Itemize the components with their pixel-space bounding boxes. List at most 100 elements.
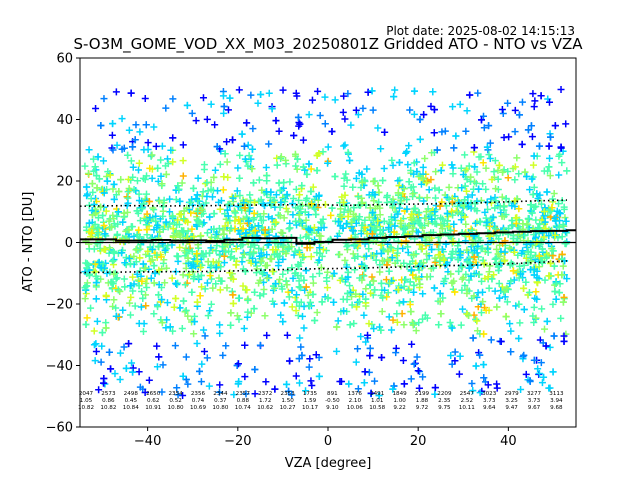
scatter-point xyxy=(445,222,453,230)
scatter-point xyxy=(380,165,388,173)
scatter-point xyxy=(100,95,108,103)
scatter-point xyxy=(143,283,151,291)
scatter-point xyxy=(309,183,317,191)
scatter-point xyxy=(480,374,488,382)
scatter-point xyxy=(357,230,365,238)
scatter-point xyxy=(408,340,416,348)
scatter-point xyxy=(542,342,550,350)
scatter-point xyxy=(109,120,117,128)
scatter-point xyxy=(217,263,225,271)
scatter-point xyxy=(475,270,483,278)
scatter-point xyxy=(126,260,134,268)
scatter-point xyxy=(362,252,370,260)
scatter-point xyxy=(431,184,439,192)
scatter-point xyxy=(498,105,506,113)
scatter-point xyxy=(211,166,219,174)
scatter-point xyxy=(555,200,563,208)
scatter-point xyxy=(251,198,259,206)
scatter-point xyxy=(478,277,486,285)
scatter-point xyxy=(381,286,389,294)
scatter-point xyxy=(296,202,304,210)
scatter-point xyxy=(118,115,126,123)
scatter-point xyxy=(467,173,475,181)
scatter-point xyxy=(144,247,152,255)
scatter-point xyxy=(247,91,255,99)
scatter-point xyxy=(318,298,326,306)
scatter-point xyxy=(443,217,451,225)
scatter-point xyxy=(370,325,378,333)
scatter-point xyxy=(483,143,491,151)
scatter-point xyxy=(415,319,423,327)
scatter-point xyxy=(193,339,201,347)
scatter-point xyxy=(551,231,559,239)
scatter-point xyxy=(379,176,387,184)
scatter-point xyxy=(344,268,352,276)
scatter-point xyxy=(449,211,457,219)
scatter-point xyxy=(239,249,247,257)
scatter-point xyxy=(448,279,456,287)
scatter-point xyxy=(92,209,100,217)
x-tick-label: 0 xyxy=(324,434,332,449)
scatter-point xyxy=(108,223,116,231)
bin-label: 10.62 xyxy=(257,405,273,411)
scatter-point xyxy=(112,275,120,283)
scatter-point xyxy=(113,274,121,282)
scatter-point xyxy=(210,210,218,218)
scatter-point xyxy=(400,321,408,329)
scatter-point xyxy=(195,219,203,227)
scatter-point xyxy=(206,307,214,315)
scatter-point xyxy=(415,384,423,392)
scatter-point xyxy=(137,272,145,280)
scatter-point xyxy=(236,174,244,182)
scatter-point xyxy=(148,256,156,264)
scatter-point xyxy=(288,303,296,311)
scatter-point xyxy=(91,268,99,276)
scatter-point xyxy=(341,141,349,149)
scatter-point xyxy=(221,222,229,230)
scatter-point xyxy=(174,391,182,399)
scatter-point xyxy=(515,170,523,178)
scatter-point xyxy=(139,174,147,182)
scatter-point xyxy=(169,158,177,166)
scatter-point xyxy=(130,252,138,260)
scatter-point xyxy=(146,164,154,172)
scatter-point xyxy=(122,254,130,262)
scatter-point xyxy=(532,288,540,296)
scatter-point xyxy=(413,353,421,361)
scatter-point xyxy=(316,249,324,257)
scatter-point xyxy=(362,338,370,346)
bin-label: 2047 xyxy=(79,391,94,397)
scatter-point xyxy=(381,128,389,136)
scatter-point xyxy=(81,162,89,170)
scatter-point xyxy=(130,280,138,288)
scatter-point xyxy=(135,196,143,204)
scatter-point xyxy=(207,300,215,308)
scatter-point xyxy=(198,220,206,228)
scatter-point xyxy=(133,207,141,215)
bin-label: 9.68 xyxy=(550,405,563,411)
scatter-point xyxy=(338,274,346,282)
scatter-point xyxy=(105,217,113,225)
scatter-point xyxy=(407,167,415,175)
scatter-point xyxy=(92,104,100,112)
scatter-point xyxy=(354,192,362,200)
scatter-point xyxy=(496,203,504,211)
scatter-point xyxy=(135,226,143,234)
scatter-point xyxy=(127,89,135,97)
scatter-point xyxy=(490,168,498,176)
scatter-point xyxy=(293,155,301,163)
scatter-point xyxy=(530,356,538,364)
scatter-point xyxy=(150,206,158,214)
scatter-point xyxy=(339,295,347,303)
scatter-point xyxy=(184,272,192,280)
scatter-point xyxy=(520,284,528,292)
scatter-point xyxy=(511,128,519,136)
scatter-point xyxy=(113,141,121,149)
scatter-point xyxy=(157,156,165,164)
scatter-point xyxy=(312,351,320,359)
scatter-point xyxy=(504,174,512,182)
scatter-point xyxy=(248,254,256,262)
scatter-point xyxy=(330,298,338,306)
scatter-point xyxy=(284,238,292,246)
scatter-point xyxy=(474,261,482,269)
